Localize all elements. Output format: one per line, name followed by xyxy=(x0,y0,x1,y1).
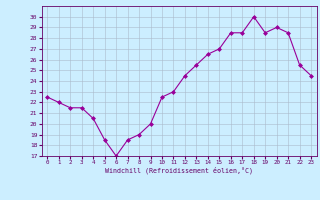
X-axis label: Windchill (Refroidissement éolien,°C): Windchill (Refroidissement éolien,°C) xyxy=(105,167,253,174)
